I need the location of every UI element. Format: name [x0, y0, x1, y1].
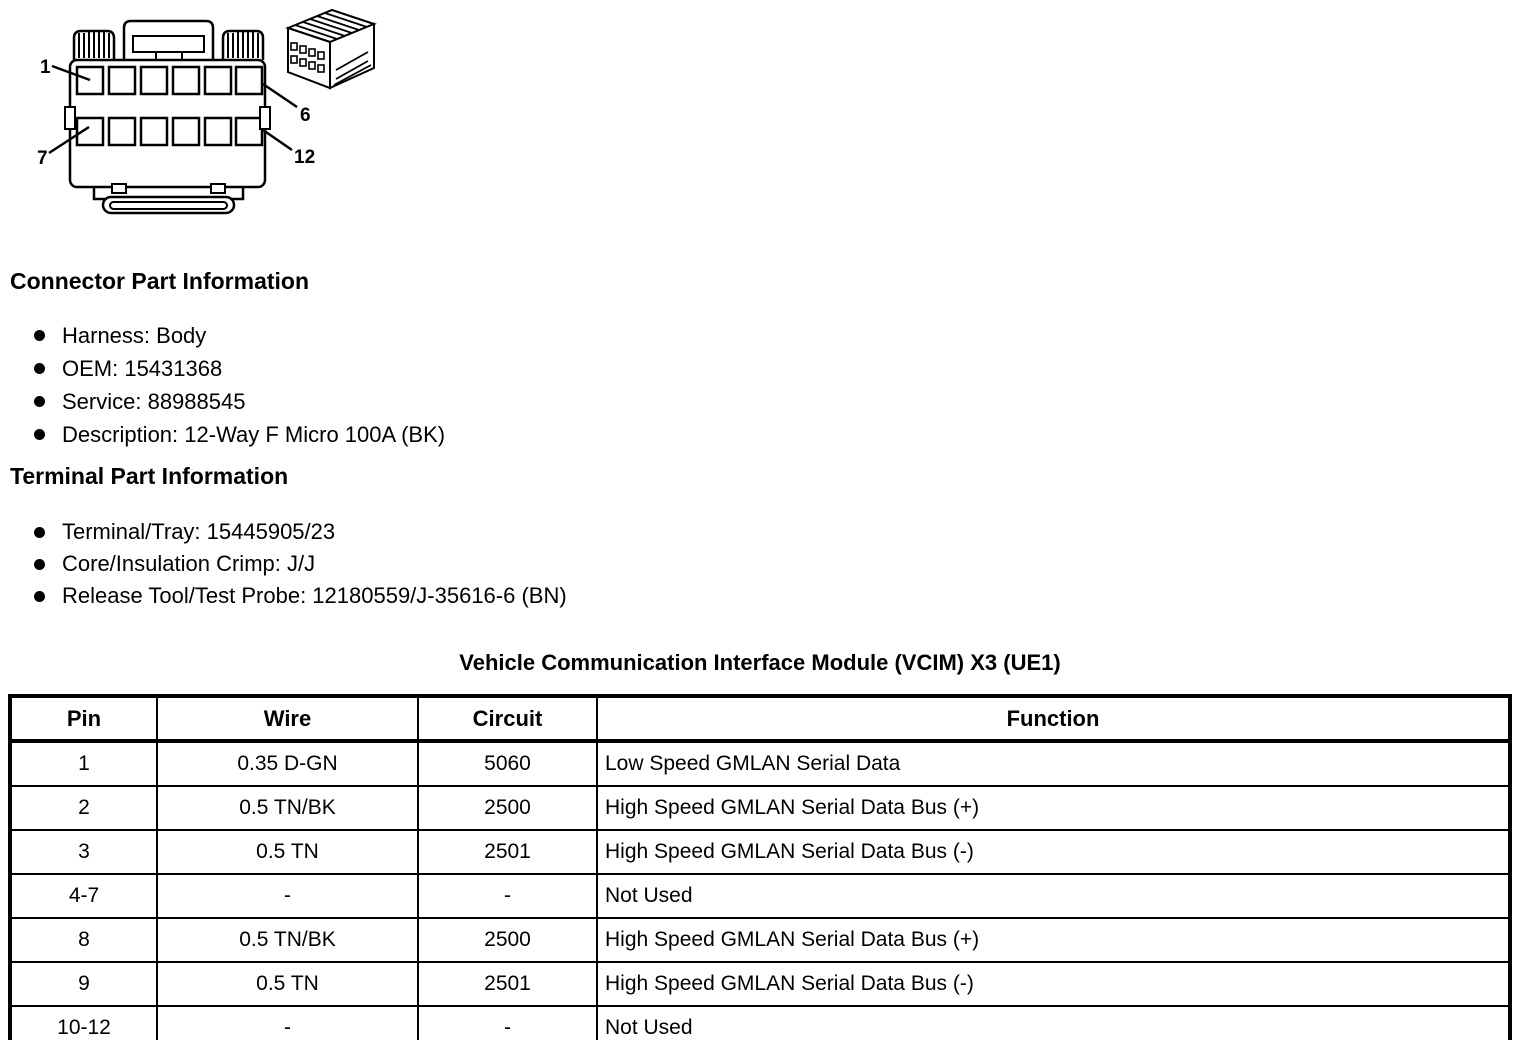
bullet-text: Core/Insulation Crimp: J/J: [62, 551, 316, 576]
circuit-cell: 2500: [417, 917, 598, 963]
circuit-cell: -: [417, 873, 598, 919]
cavity-row-bottom: [75, 116, 264, 147]
connector-front-view: [64, 19, 271, 215]
table-header-row: Pin Wire Circuit Function: [9, 695, 1511, 743]
leader-line-pin6: [262, 82, 298, 109]
table-row: 9 0.5 TN 2501 High Speed GMLAN Serial Da…: [9, 961, 1511, 1007]
bullet-text: Description: 12-Way F Micro 100A (BK): [62, 421, 446, 447]
col-header-function: Function: [596, 695, 1511, 743]
connector-part-info-heading: Connector Part Information: [10, 268, 310, 294]
function-cell: Not Used: [596, 1005, 1511, 1040]
cavity-row-top: [75, 65, 264, 96]
table-title: Vehicle Communication Interface Module (…: [459, 650, 1061, 675]
pin-cell: 9: [9, 961, 158, 1007]
pin-label-7: 7: [37, 148, 48, 169]
pin-cell: 8: [9, 917, 158, 963]
bullet-text: Terminal/Tray: 15445905/23: [62, 519, 336, 544]
bullet-item: Description: 12-Way F Micro 100A (BK): [34, 418, 1520, 451]
bullet-item: Release Tool/Test Probe: 12180559/J-3561…: [34, 580, 1520, 612]
circuit-cell: 2501: [417, 829, 598, 875]
wire-cell: 0.5 TN/BK: [156, 785, 419, 831]
function-cell: High Speed GMLAN Serial Data Bus (-): [596, 829, 1511, 875]
col-header-wire: Wire: [156, 695, 419, 743]
wire-cell: 0.5 TN: [156, 829, 419, 875]
circuit-cell: 2501: [417, 961, 598, 1007]
circuit-cell: 5060: [417, 740, 598, 787]
bullet-icon: [34, 526, 45, 538]
pin-cell: 10-12: [9, 1005, 158, 1040]
bullet-item: Service: 88988545: [34, 385, 1520, 418]
circuit-cell: -: [417, 1005, 598, 1040]
bullet-text: OEM: 15431368: [62, 355, 223, 381]
bullet-text: Harness: Body: [62, 322, 207, 348]
bullet-item: OEM: 15431368: [34, 352, 1520, 385]
function-cell: High Speed GMLAN Serial Data Bus (-): [596, 961, 1511, 1007]
table-row: 2 0.5 TN/BK 2500 High Speed GMLAN Serial…: [9, 785, 1511, 831]
seal-hatch-right: [227, 32, 259, 58]
table-row: 4-7 - - Not Used: [9, 873, 1511, 919]
leader-lines: [48, 64, 298, 155]
pin-cell: 4-7: [9, 873, 158, 919]
pin-label-6: 6: [300, 105, 311, 126]
terminal-part-info-list: Terminal/Tray: 15445905/23 Core/Insulati…: [0, 516, 1520, 612]
leader-line-pin1: [51, 64, 91, 82]
bullet-icon: [34, 590, 45, 602]
wire-cell: 0.35 D-GN: [156, 740, 419, 787]
terminal-part-info-heading: Terminal Part Information: [10, 463, 289, 489]
leader-line-pin12: [262, 128, 293, 152]
function-cell: Not Used: [596, 873, 1511, 919]
pin-label-12: 12: [294, 147, 315, 168]
pin-label-1: 1: [40, 57, 51, 78]
connector-part-info-list: Harness: Body OEM: 15431368 Service: 889…: [0, 319, 1520, 451]
table-row: 10-12 - - Not Used: [9, 1005, 1511, 1040]
table-row: 8 0.5 TN/BK 2500 High Speed GMLAN Serial…: [9, 917, 1511, 963]
col-header-pin: Pin: [9, 695, 158, 743]
wire-cell: 0.5 TN/BK: [156, 917, 419, 963]
bullet-text: Release Tool/Test Probe: 12180559/J-3561…: [62, 583, 567, 608]
col-header-circuit: Circuit: [417, 695, 598, 743]
bullet-icon: [34, 363, 45, 374]
bullet-icon: [34, 330, 45, 341]
wire-cell: -: [156, 873, 419, 919]
bullet-icon: [34, 558, 45, 570]
leader-line-pin7: [48, 125, 90, 155]
table-row: 1 0.35 D-GN 5060 Low Speed GMLAN Serial …: [9, 740, 1511, 787]
function-cell: Low Speed GMLAN Serial Data: [596, 740, 1511, 787]
bullet-item: Harness: Body: [34, 319, 1520, 352]
connector-diagram: 1 6 7 12: [0, 0, 1520, 228]
seal-hatch-left: [78, 32, 110, 58]
bullet-item: Terminal/Tray: 15445905/23: [34, 516, 1520, 548]
pin-cell: 1: [9, 740, 158, 787]
bullet-icon: [34, 396, 45, 407]
circuit-cell: 2500: [417, 785, 598, 831]
wire-cell: -: [156, 1005, 419, 1040]
function-cell: High Speed GMLAN Serial Data Bus (+): [596, 917, 1511, 963]
wire-cell: 0.5 TN: [156, 961, 419, 1007]
bullet-item: Core/Insulation Crimp: J/J: [34, 548, 1520, 580]
pin-cell: 3: [9, 829, 158, 875]
pinout-table: Pin Wire Circuit Function 1 0.35 D-GN 50…: [8, 694, 1512, 1040]
connector-diagram-svg: 1 6 7 12: [37, 8, 377, 215]
function-cell: High Speed GMLAN Serial Data Bus (+): [596, 785, 1511, 831]
bullet-text: Service: 88988545: [62, 388, 246, 414]
connector-isometric-view: [285, 8, 377, 90]
pin-cell: 2: [9, 785, 158, 831]
bullet-icon: [34, 429, 45, 440]
table-row: 3 0.5 TN 2501 High Speed GMLAN Serial Da…: [9, 829, 1511, 875]
